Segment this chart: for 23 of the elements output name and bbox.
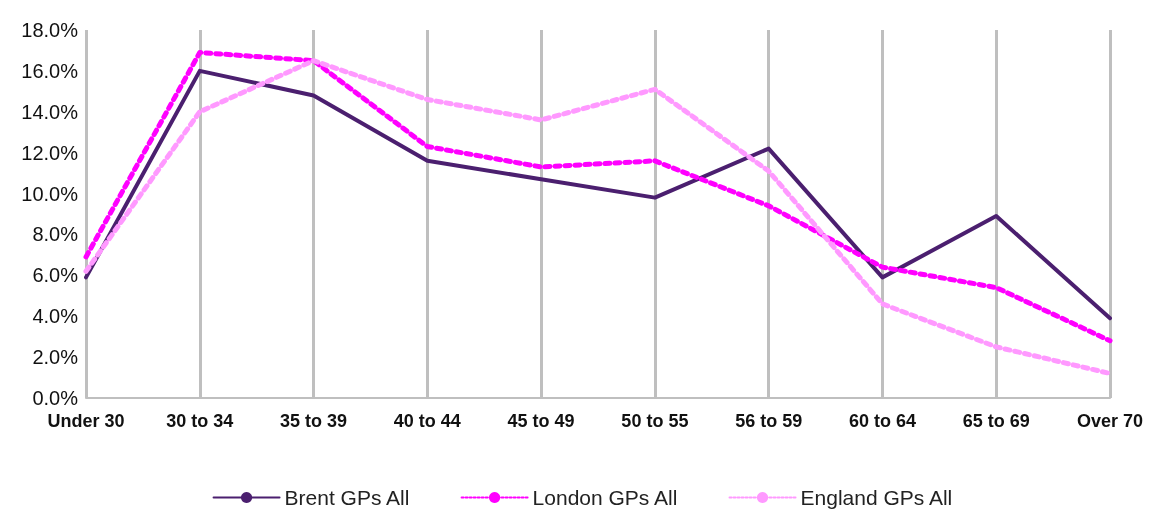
legend-label: England GPs All [800, 486, 953, 509]
legend-label: Brent GPs All [284, 486, 410, 509]
y-tick-label: 6.0% [32, 264, 79, 287]
x-tick-label: 60 to 64 [848, 411, 916, 431]
y-tick-label: 0.0% [32, 387, 79, 409]
y-tick-label: 8.0% [32, 223, 79, 246]
legend-label: London GPs All [532, 486, 678, 509]
x-tick-label: 40 to 44 [393, 411, 461, 431]
y-tick-label: 14.0% [21, 100, 79, 123]
y-tick-label: 12.0% [21, 141, 79, 164]
x-tick-label: Under 30 [47, 411, 125, 431]
y-tick-label: 16.0% [21, 59, 79, 82]
x-tick-label: 35 to 39 [280, 411, 348, 431]
y-tick-label: 2.0% [32, 346, 79, 369]
y-tick-label: 4.0% [32, 305, 79, 328]
x-tick-label: 30 to 34 [166, 411, 234, 431]
x-tick-label: Over 70 [1076, 411, 1144, 431]
x-tick-label: 65 to 69 [962, 411, 1030, 431]
x-tick-label: 56 to 59 [735, 411, 803, 431]
x-tick-label: 50 to 55 [621, 411, 689, 431]
y-tick-label: 10.0% [21, 182, 79, 205]
y-tick-label: 18.0% [21, 19, 79, 41]
x-tick-label: 45 to 49 [507, 411, 575, 431]
